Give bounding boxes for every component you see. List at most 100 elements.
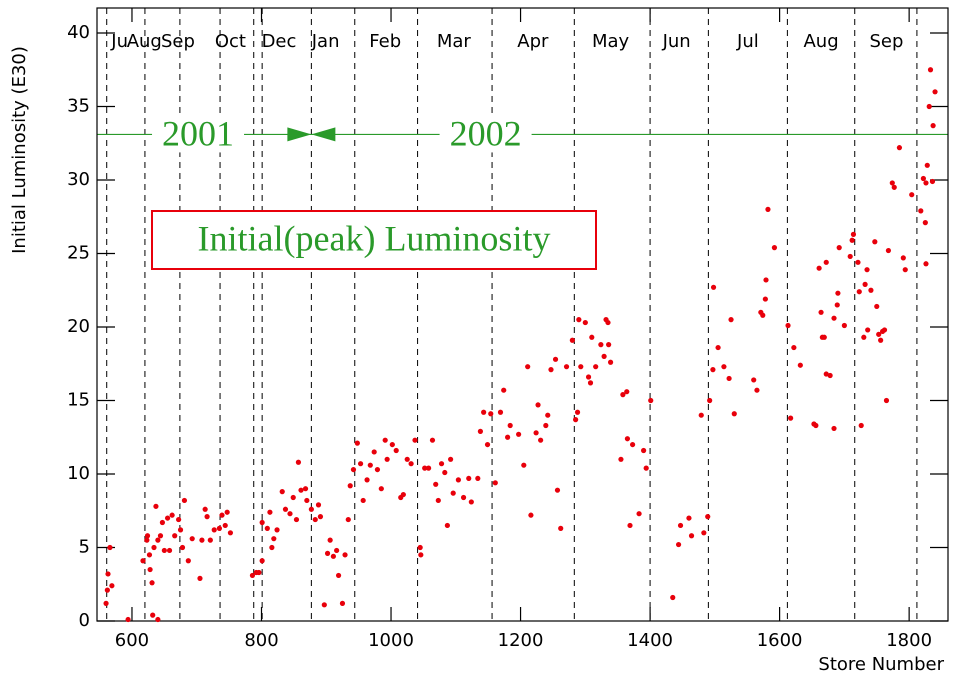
title-box (151, 210, 597, 270)
point (159, 519, 166, 526)
point (563, 364, 570, 370)
point (408, 461, 414, 467)
point (923, 261, 929, 267)
point (357, 461, 364, 467)
y-axis-label: Initial Luminosity (E30) (9, 46, 30, 254)
point (710, 367, 716, 373)
point (885, 247, 892, 254)
point (525, 364, 531, 370)
point (150, 612, 156, 618)
chart-title: Initial(peak) Luminosity (198, 218, 551, 258)
point (598, 342, 604, 348)
point (726, 375, 732, 382)
point (202, 506, 208, 512)
point (636, 511, 642, 517)
point (350, 466, 357, 473)
x-tick-label: 1800 (886, 630, 932, 651)
point (587, 380, 594, 386)
point (878, 337, 884, 343)
point (821, 334, 827, 340)
point (378, 486, 384, 492)
point (492, 480, 498, 486)
point (199, 537, 205, 543)
point (290, 494, 296, 501)
point (384, 456, 390, 462)
month-label: Sep (870, 31, 904, 52)
point (688, 533, 695, 539)
year-arrow (287, 127, 312, 142)
point (393, 447, 399, 454)
point (698, 412, 704, 418)
point (450, 490, 456, 496)
point (585, 374, 592, 380)
y-tick-label: 30 (67, 169, 90, 190)
point (573, 417, 579, 423)
point (317, 514, 324, 520)
point (298, 487, 304, 493)
point (144, 533, 151, 539)
y-tick-label: 10 (67, 463, 90, 484)
point (264, 525, 270, 531)
year-label-bg (439, 116, 532, 153)
point (161, 547, 167, 554)
point (216, 525, 223, 531)
point (164, 515, 171, 521)
point (149, 580, 155, 586)
x-tick-label: 800 (244, 630, 278, 651)
y-tick-label: 25 (67, 242, 90, 263)
point (274, 527, 280, 533)
point (481, 409, 487, 415)
point (686, 515, 692, 521)
point (620, 392, 626, 398)
point (607, 359, 614, 365)
point (389, 441, 395, 448)
point (151, 544, 157, 551)
point (448, 456, 454, 462)
x-tick-label: 1000 (368, 630, 414, 651)
point (797, 362, 803, 368)
point (827, 372, 833, 379)
point (896, 145, 903, 151)
point (211, 527, 217, 533)
point (429, 437, 436, 443)
point (589, 334, 595, 340)
month-label: Jul (736, 31, 759, 52)
point (330, 553, 336, 559)
point (874, 303, 880, 310)
point (624, 389, 630, 395)
point (488, 411, 494, 417)
point (923, 180, 929, 186)
point (578, 364, 584, 370)
point (545, 412, 551, 418)
point (574, 409, 581, 415)
point (279, 489, 285, 495)
point (249, 572, 256, 579)
point (315, 502, 322, 508)
point (104, 587, 110, 593)
point (872, 239, 878, 245)
month-label: May (592, 31, 630, 52)
point (404, 456, 410, 462)
point (435, 497, 441, 504)
point (166, 547, 173, 554)
month-label: Jun (662, 31, 691, 52)
point (222, 522, 228, 529)
point (918, 208, 924, 214)
point (883, 397, 890, 404)
point (754, 387, 760, 393)
point (302, 486, 309, 492)
point (930, 123, 936, 129)
point (920, 175, 926, 182)
point (308, 506, 314, 512)
month-label: Mar (437, 31, 472, 52)
point (347, 483, 353, 489)
point (582, 319, 588, 326)
point (327, 537, 333, 543)
point (444, 522, 450, 529)
point (227, 530, 234, 536)
point (868, 287, 874, 293)
x-tick-label: 1200 (498, 630, 544, 651)
month-label: Jan (311, 31, 340, 52)
point (497, 409, 504, 415)
point (219, 512, 225, 518)
